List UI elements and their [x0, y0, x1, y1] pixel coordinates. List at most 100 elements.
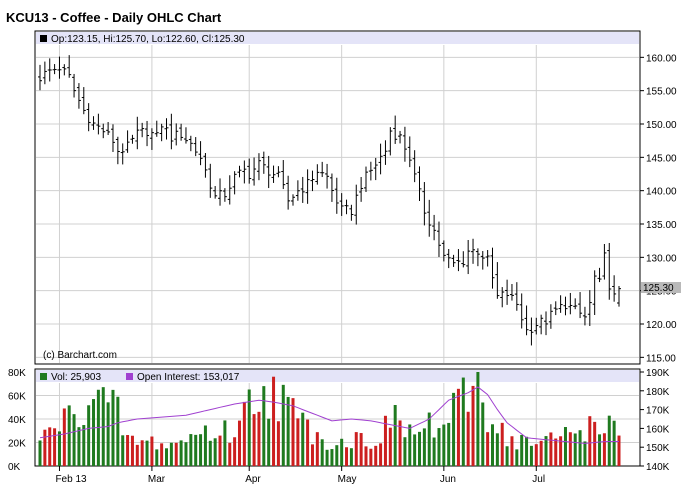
volume-bar	[379, 443, 383, 466]
oi-tick-label: 190K	[646, 368, 670, 379]
volume-bar	[135, 444, 139, 466]
ohlc-bar	[145, 120, 150, 147]
price-tick-label: 115.00	[646, 353, 676, 364]
ohlc-bar	[325, 163, 330, 189]
price-tick-label: 155.00	[646, 87, 677, 98]
volume-bar	[242, 401, 246, 466]
volume-bar	[169, 442, 173, 466]
ohlc-bar	[315, 164, 320, 185]
ohlc-bar	[218, 178, 223, 206]
volume-bar	[38, 440, 42, 466]
volume-bar	[272, 376, 276, 466]
ohlc-bar	[227, 175, 232, 205]
volume-bar	[510, 436, 514, 466]
volume-bar	[432, 437, 436, 466]
volume-bar	[82, 425, 86, 466]
volume-bar	[203, 425, 207, 466]
volume-bar	[213, 438, 217, 466]
ohlc-bar	[607, 242, 612, 300]
volume-bar	[57, 431, 61, 466]
volume-tick-label: 40K	[8, 415, 26, 426]
volume-bar	[247, 389, 251, 466]
ohlc-bar	[42, 61, 47, 85]
ohlc-bar	[587, 290, 592, 326]
volume-bar	[544, 436, 548, 466]
volume-bar	[607, 415, 611, 466]
volume-bar	[393, 405, 397, 466]
volume-bar	[310, 444, 314, 466]
volume-bar	[573, 433, 577, 466]
volume-bar	[388, 427, 392, 466]
oi-tick-label: 140K	[646, 462, 670, 473]
x-tick-label: Jun	[440, 474, 456, 485]
volume-tick-label: 80K	[8, 368, 26, 379]
volume-bar	[184, 442, 188, 466]
volume-bar	[43, 429, 47, 466]
ohlc-bar	[52, 64, 57, 75]
ohlc-bar	[86, 103, 91, 132]
price-tick-label: 120.00	[646, 320, 677, 331]
volume-bar	[422, 428, 426, 466]
ohlc-bar	[500, 287, 505, 308]
ohlc-bar	[81, 87, 86, 115]
volume-bar	[67, 405, 71, 466]
volume-tick-label: 20K	[8, 439, 26, 450]
open-interest-legend-text: Open Interest: 153,017	[137, 372, 240, 383]
volume-bar	[578, 430, 582, 466]
volume-bar	[476, 372, 480, 466]
volume-bar	[330, 449, 334, 466]
ohlc-bar	[490, 247, 495, 289]
volume-bar	[301, 412, 305, 466]
volume-bar	[461, 377, 465, 466]
ohlc-bar	[339, 193, 344, 216]
ohlc-bar	[159, 123, 164, 142]
volume-bar	[262, 386, 266, 466]
volume-bar	[199, 434, 203, 466]
volume-bar	[281, 384, 285, 466]
volume-bar	[568, 432, 572, 466]
volume-bar	[486, 432, 490, 466]
ohlc-bar	[130, 134, 135, 144]
price-y-axis: 160.00 155.00 150.00 145.00 140.00 135.00 130.…	[640, 53, 677, 364]
ohlc-bar	[368, 161, 373, 181]
ohlc-bar	[300, 176, 305, 203]
volume-bar	[481, 402, 485, 466]
ohlc-bar	[208, 163, 213, 198]
ohlc-bar	[266, 155, 271, 189]
volume-bar	[612, 420, 616, 466]
ohlc-bar	[183, 127, 188, 144]
volume-bar	[194, 434, 198, 466]
volume-legend-bar	[36, 370, 639, 382]
volume-bar	[602, 433, 606, 466]
ohlc-bar	[247, 158, 252, 184]
ohlc-bar	[174, 123, 179, 146]
volume-bar	[442, 424, 446, 466]
volume-bar	[359, 433, 363, 466]
volume-bar	[456, 388, 460, 466]
x-tick-label: Feb 13	[55, 474, 87, 485]
volume-bar	[267, 418, 271, 466]
price-panel: Op:123.15, Hi:125.70, Lo:122.60, Cl:125.…	[34, 30, 681, 365]
ohlc-bar	[509, 284, 514, 301]
ohlc-bar	[436, 221, 441, 257]
price-tick-label: 145.00	[646, 153, 677, 164]
ohlc-bar	[461, 251, 466, 268]
ohlc-bar	[329, 173, 334, 202]
volume-bar	[325, 449, 329, 466]
x-axis: Feb 13 Mar Apr May Jun Jul	[55, 466, 545, 485]
volume-bar	[208, 440, 212, 466]
x-tick-label: Mar	[148, 474, 166, 485]
ohlc-bar	[222, 188, 227, 202]
price-legend-text: Op:123.15, Hi:125.70, Lo:122.60, Cl:125.…	[51, 34, 245, 45]
chart-title: KCU13 - Coffee - Daily OHLC Chart	[6, 10, 222, 25]
ohlc-bar	[291, 194, 296, 206]
ohlc-bar	[110, 124, 115, 152]
ohlc-bar	[553, 301, 558, 316]
volume-bar	[116, 396, 120, 466]
oi-tick-label: 180K	[646, 387, 670, 398]
volume-bar	[534, 444, 538, 466]
volume-bar	[588, 416, 592, 466]
volume-bar	[563, 427, 567, 466]
last-price-label: 125.30	[643, 283, 674, 294]
volume-bar	[427, 412, 431, 466]
